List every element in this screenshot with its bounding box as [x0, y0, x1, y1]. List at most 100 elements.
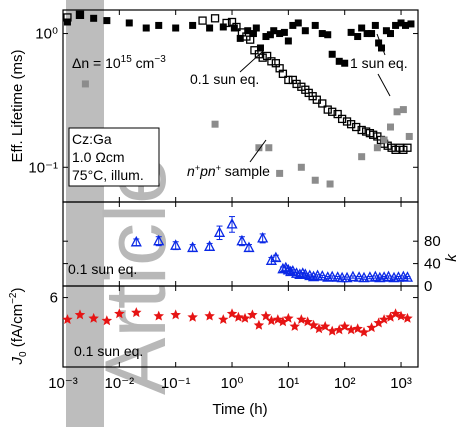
watermark-text: Article: [88, 156, 184, 395]
bottom-ylabel-sub: 0: [18, 351, 29, 357]
delta-n-annotation: Δn = 1015 cm−3: [72, 54, 166, 71]
open-square-marker: [323, 105, 332, 114]
x-tick-label: 10⁻³: [48, 375, 78, 392]
delta-n-exp: 15: [121, 54, 133, 65]
x-tick-label: 10⁻¹: [161, 375, 191, 392]
star-marker: [62, 314, 73, 324]
triangle-marker: [401, 271, 414, 282]
square-marker: [256, 44, 264, 52]
star-marker: [352, 323, 363, 334]
square-marker: [311, 21, 319, 29]
square-marker: [155, 21, 163, 29]
open-square-marker: [333, 109, 342, 119]
square-marker: [399, 106, 407, 114]
square-marker: [363, 30, 371, 38]
y-tick-label: 80: [424, 233, 441, 250]
square-marker: [326, 180, 334, 188]
open-square-marker: [346, 120, 356, 129]
star-marker: [378, 314, 390, 324]
triangle-marker: [130, 235, 142, 247]
star-marker: [74, 309, 86, 320]
square-marker: [393, 108, 401, 116]
x-tick-label: 10⁰: [221, 375, 244, 392]
x-tick-label: 10²: [334, 375, 356, 392]
sample-sup2: +: [216, 163, 221, 173]
open-square-marker: [267, 57, 276, 66]
square-marker: [301, 27, 309, 35]
square-marker: [324, 31, 332, 39]
delta-n-prefix: Δn = 10: [72, 55, 121, 71]
open-square-marker: [246, 35, 255, 44]
open-square-marker: [278, 69, 288, 78]
triangle-marker: [358, 271, 370, 283]
open-square-marker: [75, 10, 85, 19]
x-tick-label: 10¹: [278, 375, 300, 392]
square-marker: [63, 18, 71, 26]
panel-bottom-frame: [62, 285, 419, 368]
square-marker: [276, 30, 284, 38]
watermark: Article: [66, 0, 184, 427]
star-marker: [239, 312, 251, 323]
square-marker: [262, 33, 270, 41]
square-marker: [270, 27, 278, 35]
open-square-marker: [328, 107, 337, 116]
square-marker: [347, 28, 355, 36]
square-marker: [81, 80, 89, 88]
square-marker: [397, 19, 405, 27]
star-marker: [187, 311, 198, 322]
square-marker: [76, 11, 84, 19]
open-square-marker: [227, 17, 237, 27]
middle-annotation: 0.1 sun eq.: [68, 261, 137, 277]
star-marker: [101, 315, 113, 326]
label-0-1-sun: 0.1 sun eq.: [190, 71, 259, 87]
triangle-marker: [265, 254, 277, 265]
triangle-marker: [347, 270, 359, 282]
square-marker: [289, 21, 297, 29]
star-marker: [395, 310, 407, 321]
star-marker: [153, 310, 164, 321]
square-marker: [380, 136, 388, 144]
square-marker: [249, 30, 257, 38]
star-marker: [366, 322, 377, 333]
leader-1-sun: [376, 33, 386, 56]
middle-ylabel-k: k: [443, 253, 460, 262]
open-square-marker: [262, 51, 272, 61]
square-marker: [386, 123, 394, 131]
star-marker: [358, 326, 370, 337]
x-axis-label: Time (h): [212, 401, 267, 418]
star-marker: [88, 312, 99, 323]
triangle-marker: [382, 270, 395, 282]
open-square-marker: [63, 13, 72, 22]
leader-0-1-sun: [239, 51, 263, 73]
watermark-bar: [66, 0, 104, 427]
square-marker: [358, 153, 366, 161]
square-marker: [358, 24, 366, 32]
square-marker: [294, 19, 302, 27]
square-marker: [386, 30, 394, 38]
square-marker: [266, 31, 274, 39]
axes-ticks: 10⁻³ 10⁻² 10⁻¹ 10⁰ 10¹ 10² 10³ 10⁰ 10⁻¹ 0 40 80 6: [28, 10, 441, 392]
star-marker: [233, 311, 244, 322]
square-marker: [405, 132, 413, 140]
triangle-marker: [341, 271, 353, 283]
x-tick-label: 10³: [390, 375, 412, 392]
label-sample: n+pn+ sample: [187, 163, 270, 179]
bottom-ylabel: J0 (fA/cm−2): [8, 288, 29, 366]
square-marker: [142, 24, 150, 32]
square-marker: [375, 39, 383, 47]
bottom-ylabel-main: J: [9, 356, 26, 365]
triangle-marker: [204, 240, 216, 251]
top-ylabel: Eff. Lifetime (ms): [9, 49, 26, 162]
bottom-ylabel-close: ): [9, 288, 26, 293]
leader-sample: [249, 139, 267, 163]
star-marker: [277, 316, 289, 327]
square-marker: [172, 24, 180, 32]
y-tick-label: 6: [50, 290, 58, 307]
star-marker: [260, 310, 272, 321]
star-marker: [266, 315, 277, 326]
square-marker: [368, 30, 376, 38]
triangle-marker: [236, 234, 248, 246]
bottom-ylabel-rest: (fA/cm: [9, 304, 26, 352]
star-marker: [345, 324, 357, 335]
